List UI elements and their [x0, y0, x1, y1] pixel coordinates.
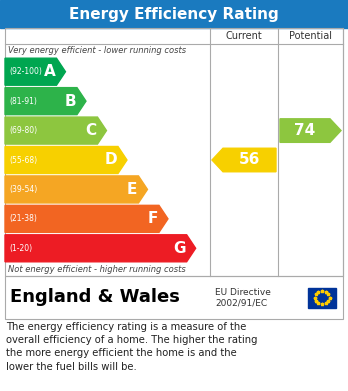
Text: Potential: Potential: [289, 31, 332, 41]
Text: B: B: [64, 93, 76, 109]
Text: Not energy efficient - higher running costs: Not energy efficient - higher running co…: [8, 265, 186, 274]
Text: E: E: [127, 182, 137, 197]
Text: Very energy efficient - lower running costs: Very energy efficient - lower running co…: [8, 46, 186, 55]
Bar: [5, 276, 343, 319]
Text: C: C: [85, 123, 96, 138]
Text: A: A: [44, 64, 55, 79]
Text: (39-54): (39-54): [9, 185, 37, 194]
Text: (1-20): (1-20): [9, 244, 32, 253]
Polygon shape: [212, 148, 276, 172]
Text: (92-100): (92-100): [9, 67, 42, 76]
Text: Energy Efficiency Rating: Energy Efficiency Rating: [69, 7, 279, 22]
Polygon shape: [5, 58, 65, 85]
Text: 56: 56: [239, 152, 260, 167]
Polygon shape: [5, 88, 86, 115]
Bar: [308, 287, 336, 307]
Text: D: D: [104, 152, 117, 167]
Polygon shape: [5, 176, 148, 203]
Text: (81-91): (81-91): [9, 97, 37, 106]
Text: 74: 74: [294, 123, 316, 138]
Bar: [5, 28, 343, 276]
Text: G: G: [173, 241, 185, 256]
Text: (55-68): (55-68): [9, 156, 37, 165]
Text: England & Wales: England & Wales: [10, 289, 180, 307]
Bar: [0, 0, 348, 28]
Text: Current: Current: [226, 31, 262, 41]
Polygon shape: [280, 119, 341, 142]
Text: (69-80): (69-80): [9, 126, 37, 135]
Text: EU Directive
2002/91/EC: EU Directive 2002/91/EC: [215, 288, 271, 307]
Polygon shape: [5, 205, 168, 232]
Polygon shape: [5, 147, 127, 174]
Polygon shape: [5, 117, 106, 144]
Text: (21-38): (21-38): [9, 214, 37, 223]
Polygon shape: [5, 235, 196, 262]
Text: The energy efficiency rating is a measure of the
overall efficiency of a home. T: The energy efficiency rating is a measur…: [6, 322, 258, 371]
Text: F: F: [148, 212, 158, 226]
